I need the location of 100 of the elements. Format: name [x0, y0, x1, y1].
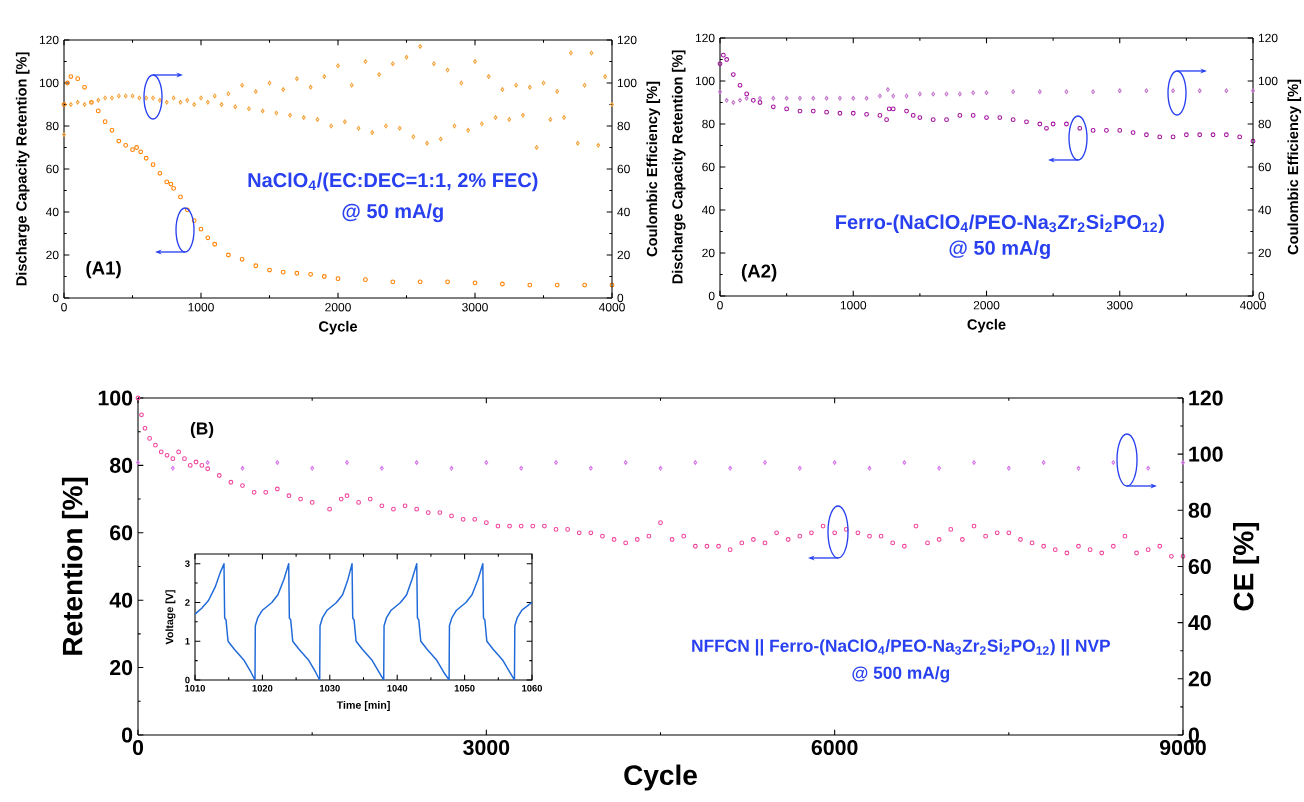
point [797, 108, 803, 114]
point [205, 235, 211, 241]
point [212, 241, 218, 247]
x-tick-label: 3000 [463, 739, 510, 756]
point [1077, 125, 1083, 131]
point [1064, 121, 1069, 127]
x-tick-label: 0 [717, 300, 723, 310]
y2-tick-label: 120 [617, 35, 637, 45]
y-tick-label: 3 [185, 560, 190, 567]
y2-tick-label: 20 [1258, 248, 1271, 258]
y2-tick-label: 20 [617, 250, 630, 260]
point [997, 115, 1003, 120]
x-tick-label: 1030 [320, 684, 340, 692]
point [280, 269, 286, 275]
point [724, 57, 730, 62]
y-tick-label: 120 [695, 33, 715, 43]
point [744, 91, 750, 97]
x-axis-title: Cycle [624, 764, 697, 791]
text: (B) [190, 421, 214, 439]
x-tick-label: 1040 [387, 684, 408, 692]
point [102, 119, 108, 125]
y-tick-label: 80 [46, 121, 59, 131]
annotation: NaClO$_{4}$/(EC:DEC=1:1, 2% FEC) [248, 172, 538, 192]
y-tick-label: 40 [45, 207, 59, 217]
point [970, 112, 976, 118]
y2-axis-title: Coulombic Efficiency [%] [646, 81, 661, 257]
y-tick-label: 80 [109, 457, 133, 473]
point [82, 84, 87, 90]
x-tick-label: 0 [61, 302, 67, 312]
point [1157, 134, 1163, 140]
y2-tick-label: 80 [617, 121, 630, 131]
y-axis-title: Discharge Capacity Retention [%] [15, 52, 30, 286]
y2-tick-label: 0 [617, 293, 624, 303]
point [886, 106, 892, 112]
annotation: @ 500 mA/g [852, 666, 950, 683]
point [890, 106, 896, 112]
point [1024, 119, 1029, 125]
point [116, 138, 122, 144]
point [837, 110, 843, 116]
y-axis-title: Voltage [V] [165, 590, 176, 645]
point [150, 162, 156, 168]
point [910, 112, 916, 118]
text: NFFCN || Ferro-(NaClO$_{4}$/PEO-Na$_{3}$Zr$_{2}$Si$_{2}$PO$_{12}$) || NVP [692, 639, 1111, 656]
point [61, 102, 67, 107]
x-tick-label: 1050 [454, 684, 475, 692]
point [750, 97, 756, 103]
point [1223, 132, 1229, 138]
point [1237, 134, 1243, 140]
point [191, 218, 197, 223]
point [850, 110, 856, 116]
y-tick-label: 0 [122, 727, 133, 743]
y-tick-label: 1 [185, 638, 190, 645]
x-axis-title: Cycle [967, 318, 1006, 333]
point [123, 142, 129, 148]
point [884, 117, 889, 123]
y2-tick-label: 40 [617, 207, 630, 217]
point [770, 104, 776, 110]
point [109, 127, 115, 133]
y-tick-label: 20 [110, 660, 133, 676]
y2-tick-label: 0 [1258, 291, 1265, 301]
y2-tick-label: 120 [1189, 390, 1223, 406]
x-tick-label: 3000 [1106, 300, 1133, 310]
point [1117, 128, 1123, 133]
y-tick-label: 0 [52, 293, 59, 303]
y-tick-label: 2 [185, 599, 190, 606]
point [198, 226, 204, 232]
y2-tick-label: 60 [617, 164, 630, 174]
x-axis-title: Cycle [319, 320, 358, 335]
y2-tick-label: 40 [1188, 615, 1211, 631]
y2-tick-label: 20 [1188, 671, 1211, 687]
x-tick-label: 6000 [811, 739, 858, 756]
point [472, 280, 478, 286]
point [335, 276, 341, 282]
y2-tick-label: 80 [1188, 502, 1211, 518]
text: (A1) [86, 260, 121, 279]
y2-tick-label: 60 [1188, 558, 1211, 575]
y-tick-label: 0 [185, 676, 190, 684]
x-tick-label: 4000 [598, 302, 625, 312]
point [253, 263, 259, 269]
point [784, 106, 790, 112]
point [294, 270, 300, 276]
point [1010, 117, 1016, 123]
y2-tick-label: 100 [1258, 76, 1278, 86]
point [1130, 130, 1136, 135]
point [363, 277, 368, 283]
point [930, 117, 936, 123]
y-axis-title: Retention [%] [61, 477, 89, 655]
point [582, 282, 588, 288]
point [877, 112, 883, 118]
point [390, 279, 396, 285]
y2-tick-label: 100 [617, 78, 637, 88]
point [717, 61, 723, 67]
point [95, 108, 101, 114]
y-axis-title: Discharge Capacity Retention [%] [671, 50, 686, 284]
text: Ferro-(NaClO$_{4}$/PEO-Na$_{3}$Zr$_{2}$Si$_{2}$PO$_{12}$) [836, 214, 1164, 234]
point [157, 170, 163, 176]
x-tick-label: 1060 [522, 684, 542, 692]
point [226, 252, 231, 258]
x-tick-label: 4000 [1239, 300, 1266, 310]
text: (A2) [741, 264, 777, 282]
